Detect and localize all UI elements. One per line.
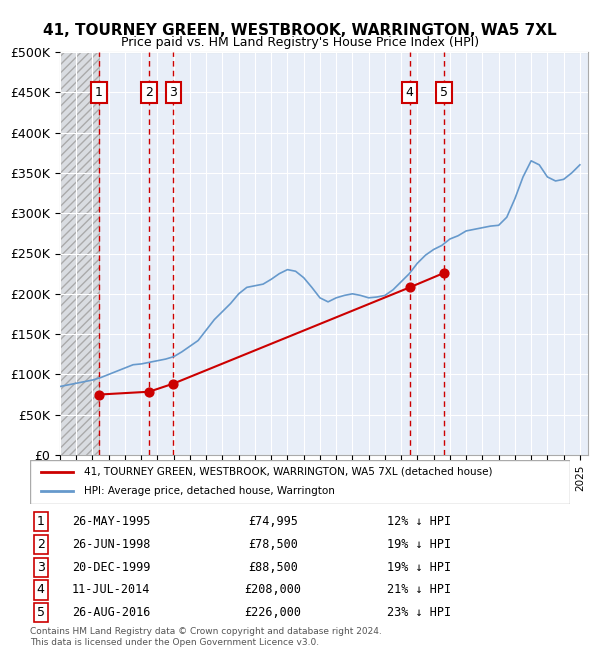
Text: 23% ↓ HPI: 23% ↓ HPI — [387, 606, 451, 619]
Text: £74,995: £74,995 — [248, 515, 298, 528]
Text: Contains HM Land Registry data © Crown copyright and database right 2024.
This d: Contains HM Land Registry data © Crown c… — [30, 627, 382, 647]
Text: 21% ↓ HPI: 21% ↓ HPI — [387, 584, 451, 597]
Text: 41, TOURNEY GREEN, WESTBROOK, WARRINGTON, WA5 7XL (detached house): 41, TOURNEY GREEN, WESTBROOK, WARRINGTON… — [84, 467, 493, 477]
Text: 26-AUG-2016: 26-AUG-2016 — [72, 606, 150, 619]
Text: £88,500: £88,500 — [248, 560, 298, 574]
Point — [169, 378, 178, 389]
FancyBboxPatch shape — [30, 460, 570, 504]
Text: 20-DEC-1999: 20-DEC-1999 — [72, 560, 150, 574]
Text: 19% ↓ HPI: 19% ↓ HPI — [387, 538, 451, 551]
Text: 4: 4 — [37, 584, 45, 597]
Text: Price paid vs. HM Land Registry's House Price Index (HPI): Price paid vs. HM Land Registry's House … — [121, 36, 479, 49]
Point — [94, 389, 104, 400]
Text: 26-MAY-1995: 26-MAY-1995 — [72, 515, 150, 528]
Text: 5: 5 — [440, 86, 448, 99]
Text: 5: 5 — [37, 606, 45, 619]
Text: HPI: Average price, detached house, Warrington: HPI: Average price, detached house, Warr… — [84, 486, 335, 497]
Text: 2: 2 — [145, 86, 153, 99]
Text: £78,500: £78,500 — [248, 538, 298, 551]
Text: £208,000: £208,000 — [245, 584, 302, 597]
Text: 2: 2 — [37, 538, 45, 551]
Text: 1: 1 — [37, 515, 45, 528]
Text: 12% ↓ HPI: 12% ↓ HPI — [387, 515, 451, 528]
Point — [405, 282, 415, 293]
Point — [439, 268, 449, 278]
Text: 4: 4 — [406, 86, 414, 99]
Text: 1: 1 — [95, 86, 103, 99]
Text: 41, TOURNEY GREEN, WESTBROOK, WARRINGTON, WA5 7XL: 41, TOURNEY GREEN, WESTBROOK, WARRINGTON… — [43, 23, 557, 38]
Text: 11-JUL-2014: 11-JUL-2014 — [72, 584, 150, 597]
Text: 26-JUN-1998: 26-JUN-1998 — [72, 538, 150, 551]
Text: £226,000: £226,000 — [245, 606, 302, 619]
Point — [144, 387, 154, 397]
Text: 3: 3 — [169, 86, 177, 99]
Text: 19% ↓ HPI: 19% ↓ HPI — [387, 560, 451, 574]
Text: 3: 3 — [37, 560, 45, 574]
